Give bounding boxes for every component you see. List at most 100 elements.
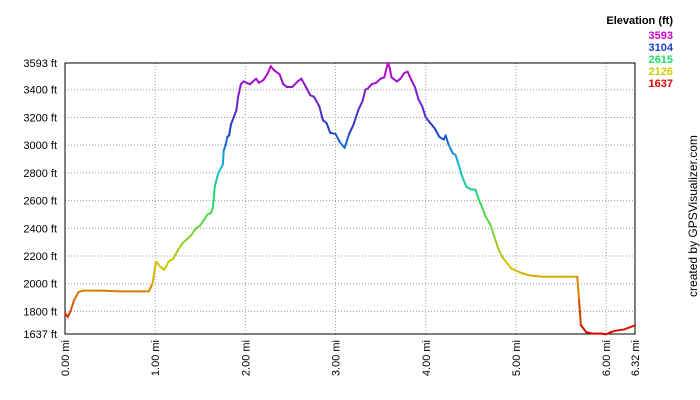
y-gridlines [65, 62, 635, 335]
profile-segment [348, 123, 355, 136]
profile-segment [305, 87, 312, 97]
x-gridlines [64, 63, 636, 334]
profile-segment [614, 328, 626, 332]
profile-segment [519, 271, 531, 277]
credit-text: created by GPSVisualizer.com [686, 135, 700, 297]
profile-segment [406, 70, 413, 82]
profile-segment [228, 123, 232, 137]
x-tick-label: 2.00 mi [240, 340, 252, 376]
profile-segment [229, 116, 235, 126]
profile-segment [185, 234, 193, 241]
profile-segment [576, 275, 581, 302]
profile-segment [224, 135, 229, 147]
legend-entry-max: 3593 [649, 30, 673, 42]
y-tick-label: 2200 ft [23, 251, 57, 263]
profile-segment [242, 80, 251, 86]
legend-title: Elevation (ft) [606, 15, 673, 27]
profile-segment [273, 69, 281, 76]
profile-segment [318, 105, 324, 122]
profile-segment [300, 77, 308, 90]
x-tick-label: 4.00 mi [421, 340, 433, 376]
profile-segment [73, 291, 80, 302]
y-tick-label: 3200 ft [23, 112, 57, 124]
profile-segment [399, 72, 406, 80]
profile-segment [211, 185, 216, 209]
profile-segment [457, 162, 463, 177]
profile-segment [343, 133, 351, 149]
profile-segment [623, 324, 636, 331]
profile-segment [266, 65, 272, 75]
profile-segment [444, 134, 450, 145]
y-tick-label: 2000 ft [23, 279, 57, 291]
profile-segment [248, 77, 258, 86]
profile-segment [334, 133, 342, 144]
profile-segment [217, 163, 224, 174]
profile-segment [312, 95, 321, 108]
y-tick-label: 1800 ft [23, 306, 57, 318]
profile-segment [357, 99, 364, 112]
y-tick-label: 3400 ft [23, 85, 57, 97]
profile-segment [361, 88, 367, 102]
profile-segment [151, 260, 158, 285]
profile-segment [493, 235, 499, 249]
profile-segment [181, 238, 188, 245]
x-tick-label: 5.00 mi [511, 340, 523, 376]
profile-segment [585, 331, 594, 335]
profile-segment [477, 196, 483, 208]
profile-segment [429, 121, 436, 130]
y-tick-label: 3593 ft [23, 58, 57, 70]
y-tick-label: 3000 ft [23, 140, 57, 152]
profile-segment [510, 267, 522, 274]
profile-segment [176, 242, 184, 252]
profile-segment [232, 109, 238, 119]
profile-segment [100, 289, 121, 293]
legend-entry-min: 1637 [649, 78, 673, 90]
profile-segment [172, 249, 179, 260]
profile-segment [433, 127, 441, 138]
y-tick-labels: 1637 ft 1800 ft 2000 ft 2200 ft 2400 ft 2600 … [23, 58, 57, 341]
legend-entry-mid: 2615 [649, 54, 673, 66]
profile-segment [147, 282, 154, 293]
y-tick-label: 2800 ft [23, 168, 57, 180]
profile-segment [505, 261, 513, 270]
profile-segment [578, 299, 582, 327]
y-tick-label: 2600 ft [23, 196, 57, 208]
profile-segment [278, 73, 285, 86]
x-tick-label: 0.00 mi [60, 340, 72, 376]
x-tick-label: 6.00 mi [601, 340, 613, 376]
profile-segment [352, 109, 360, 126]
profile-segment [480, 205, 487, 217]
legend-entry-upper: 3104 [649, 42, 674, 54]
profile-segment [410, 79, 416, 88]
profile-segment [413, 85, 420, 101]
profile-segment [528, 274, 545, 278]
legend-entry-lower: 2126 [649, 66, 673, 78]
profile-segment [69, 299, 76, 313]
profile-segment [375, 77, 382, 84]
elevation-profile-line [64, 62, 636, 336]
x-tick-label: 3.00 mi [331, 340, 343, 376]
profile-segment [213, 171, 220, 188]
profile-segment [325, 121, 332, 134]
profile-segment [447, 142, 454, 155]
y-tick-label: 2400 ft [23, 223, 57, 235]
plot-border [64, 62, 636, 335]
profile-segment [66, 310, 72, 318]
profile-segment [291, 80, 299, 88]
profile-segment [339, 141, 346, 149]
profile-segment [155, 260, 162, 269]
profile-segment [163, 260, 170, 271]
profile-segment [454, 153, 460, 165]
profile-segment [199, 217, 206, 227]
profile-segment [474, 188, 480, 199]
profile-segment [237, 83, 242, 98]
plot-frame [64, 62, 636, 335]
profile-segment [421, 105, 427, 119]
profile-segment [390, 76, 398, 83]
elevation-legend: Elevation (ft) 3593 3104 2615 2126 1637 [606, 15, 673, 90]
x-tick-label: 6.32 mi [630, 340, 642, 376]
x-tick-labels: 0.00 mi 1.00 mi 2.00 mi 3.00 mi 4.00 mi 5.00 … [60, 340, 642, 376]
profile-segment [417, 98, 424, 108]
profile-segment [235, 95, 240, 112]
